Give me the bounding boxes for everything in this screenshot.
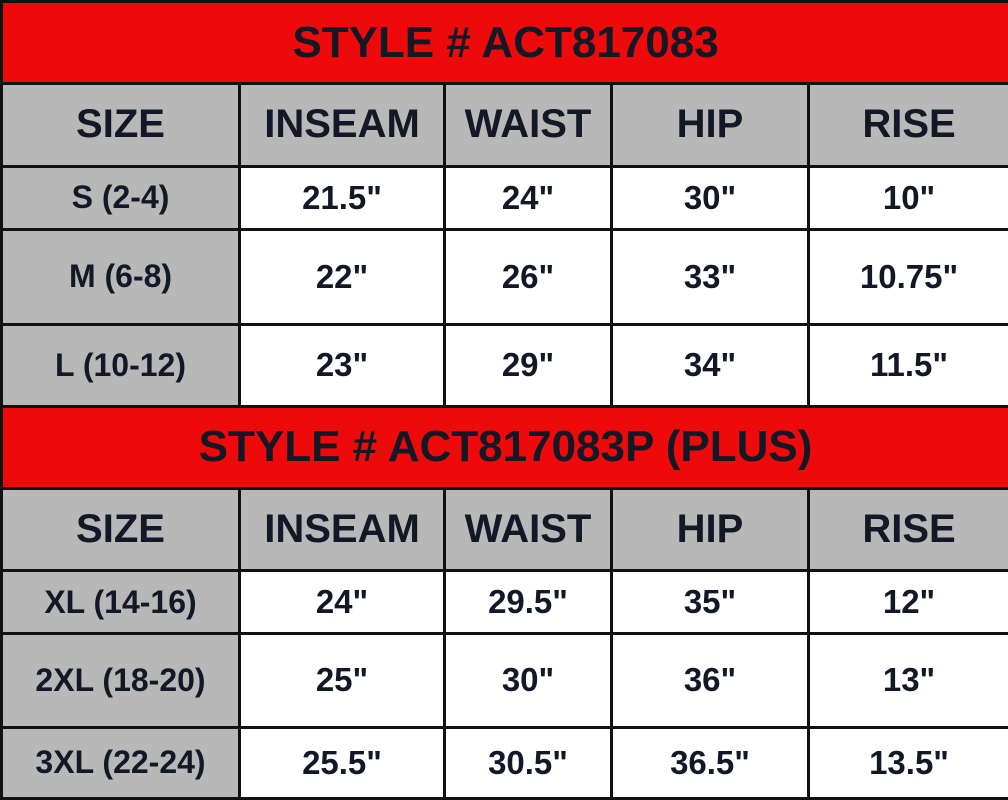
column-header-size: SIZE [0,486,241,573]
column-header-rise: RISE [806,486,1008,573]
column-header-hip: HIP [610,82,810,168]
size-row: S (2-4) 21.5" 24" 30" 10" [0,164,1008,231]
hip-value: 36.5" [610,725,810,800]
column-header-inseam: INSEAM [238,82,446,168]
column-header-hip: HIP [610,486,810,573]
inseam-value: 25.5" [238,725,446,800]
waist-value: 24" [443,164,613,231]
rise-value: 13" [806,632,1008,729]
size-label: M (6-8) [0,227,241,327]
inseam-value: 24" [238,569,446,636]
waist-value: 30" [443,632,613,729]
column-header-waist: WAIST [443,486,613,573]
column-header-waist: WAIST [443,82,613,168]
waist-value: 30.5" [443,725,613,800]
size-row: M (6-8) 22" 26" 33" 10.75" [0,227,1008,327]
hip-value: 35" [610,569,810,636]
size-row: XL (14-16) 24" 29.5" 35" 12" [0,569,1008,636]
section-title-row: STYLE # ACT817083 [0,0,1008,86]
rise-value: 10.75" [806,227,1008,327]
waist-value: 26" [443,227,613,327]
hip-value: 34" [610,323,810,408]
style-title: STYLE # ACT817083 [0,0,1008,86]
hip-value: 36" [610,632,810,729]
waist-value: 29" [443,323,613,408]
inseam-value: 25" [238,632,446,729]
column-header-size: SIZE [0,82,241,168]
hip-value: 33" [610,227,810,327]
size-label: XL (14-16) [0,569,241,636]
rise-value: 11.5" [806,323,1008,408]
size-label: L (10-12) [0,323,241,408]
section-title-row: STYLE # ACT817083P (PLUS) [0,404,1008,490]
waist-value: 29.5" [443,569,613,636]
rise-value: 12" [806,569,1008,636]
column-header-inseam: INSEAM [238,486,446,573]
style-title: STYLE # ACT817083P (PLUS) [0,404,1008,490]
rise-value: 10" [806,164,1008,231]
inseam-value: 21.5" [238,164,446,231]
size-row: 3XL (22-24) 25.5" 30.5" 36.5" 13.5" [0,725,1008,800]
column-header-row: SIZE INSEAM WAIST HIP RISE [0,486,1008,573]
inseam-value: 23" [238,323,446,408]
column-header-row: SIZE INSEAM WAIST HIP RISE [0,82,1008,168]
size-label: 2XL (18-20) [0,632,241,729]
size-row: 2XL (18-20) 25" 30" 36" 13" [0,632,1008,729]
column-header-rise: RISE [806,82,1008,168]
inseam-value: 22" [238,227,446,327]
size-label: 3XL (22-24) [0,725,241,800]
hip-value: 30" [610,164,810,231]
size-label: S (2-4) [0,164,241,231]
size-row: L (10-12) 23" 29" 34" 11.5" [0,323,1008,408]
rise-value: 13.5" [806,725,1008,800]
